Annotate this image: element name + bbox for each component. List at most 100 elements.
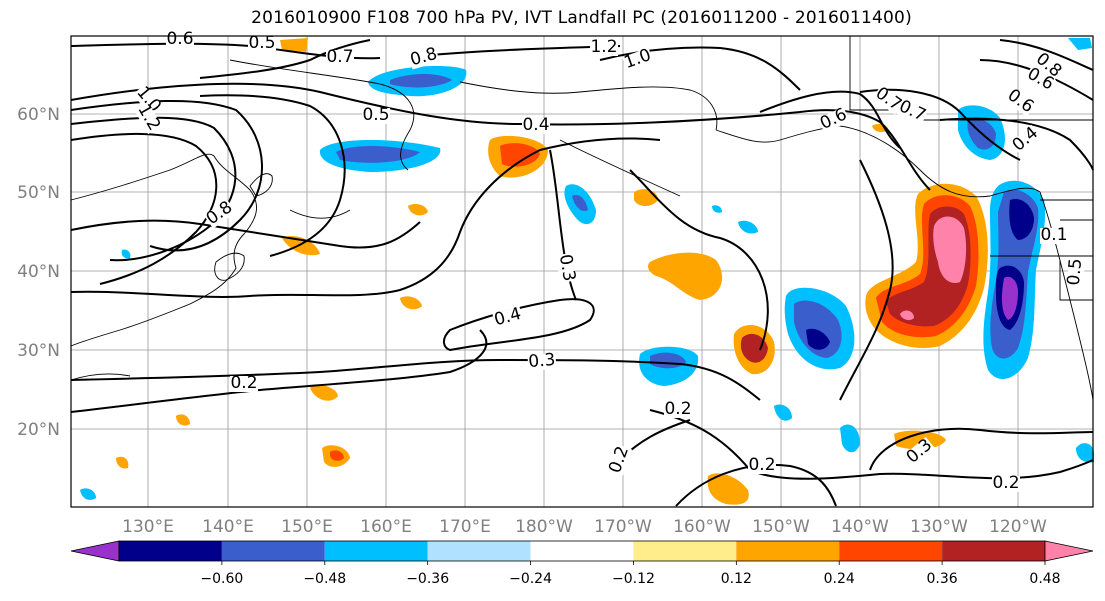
contour-line <box>199 39 371 79</box>
contour-line <box>675 464 837 507</box>
contour-line <box>443 298 595 352</box>
coastline <box>715 125 841 143</box>
colorbar-tick-label: 0.12 <box>721 571 752 587</box>
coastline <box>249 173 273 197</box>
contour-label-bg <box>622 47 654 73</box>
contour-label: 0.5 <box>1064 258 1086 287</box>
colorbar-extend-high <box>1044 540 1094 562</box>
contour-label-bg <box>134 101 162 135</box>
shade-negative <box>572 194 588 212</box>
contour-label-bg <box>895 98 929 126</box>
lat-label: 20°N <box>17 420 60 440</box>
contour-label: 0.3 <box>528 350 557 372</box>
lon-label: 150°W <box>752 517 810 537</box>
shade-negative <box>1068 38 1092 50</box>
colorbar-segment <box>530 541 634 561</box>
shade-positive <box>648 252 723 300</box>
contour-label-bg <box>992 476 1020 492</box>
shade-negative <box>1009 198 1034 240</box>
shade-positive <box>900 310 914 321</box>
shade-negative <box>840 424 860 453</box>
coastline <box>289 209 351 219</box>
contour-label-bg <box>748 458 776 474</box>
shade-positive <box>933 216 967 284</box>
colorbar-tick-label: −0.60 <box>200 571 243 587</box>
shade-negative <box>390 74 452 88</box>
colorbar-segment <box>119 541 222 561</box>
colorbar-segment <box>633 541 737 561</box>
contour-label: 0.5 <box>362 105 389 125</box>
contour-line <box>70 219 421 249</box>
shade-positive <box>116 456 129 469</box>
lon-label: 120°W <box>989 517 1047 537</box>
lon-label: 150°E <box>281 517 333 537</box>
colorbar-tick-label: 0.24 <box>824 571 855 587</box>
contour-label: 0.6 <box>166 29 193 49</box>
colorbar-tick-label: 0.36 <box>927 571 958 587</box>
lon-label: 180°W <box>515 517 573 537</box>
contour-label-bg <box>522 118 550 134</box>
map-title: 2016010900 F108 700 hPa PV, IVT Landfall… <box>251 8 912 28</box>
shade-positive <box>282 235 320 256</box>
colorbar-tick-label: −0.12 <box>612 571 655 587</box>
contour-label-bg <box>527 352 557 372</box>
contour-label-bg <box>555 252 577 284</box>
shade-negative <box>774 404 792 421</box>
lat-label: 50°N <box>17 183 60 203</box>
contour-line <box>999 39 1094 71</box>
map-panel: 0.6 0.50.7 0.8 1.2 1.00.80.71.01.2 0.5 0.4 0.6 0… <box>70 29 1094 508</box>
contour-line <box>759 90 901 149</box>
shade-positive <box>400 296 422 310</box>
contour-label-bg <box>132 84 164 116</box>
shade-positive <box>707 473 749 505</box>
coastlines <box>70 36 1094 401</box>
coastline <box>559 139 681 197</box>
colorbar-segment <box>736 541 840 561</box>
contour-label-bg <box>492 306 524 330</box>
latitude-labels: 60°N 50°N 40°N 30°N 20°N <box>17 105 60 440</box>
contour-line <box>869 427 1094 471</box>
contour-label-bg <box>1003 87 1037 117</box>
shade-positive <box>310 385 338 401</box>
map-frame <box>70 35 1094 508</box>
shade-positive <box>740 333 768 363</box>
contour-label-bg <box>326 50 354 66</box>
lon-label: 140°W <box>831 517 889 537</box>
contour-label-bg <box>362 108 390 124</box>
contour-line <box>70 82 801 126</box>
colorbar-segment <box>221 541 325 561</box>
colorbar-segment <box>324 541 428 561</box>
contour-label: 1.2 <box>590 37 617 57</box>
contour-label: 0.2 <box>230 373 257 393</box>
contour-label: 0.2 <box>664 399 691 419</box>
contour-label: 0.7 <box>326 47 353 67</box>
lat-label: 40°N <box>17 262 60 282</box>
lon-label: 160°W <box>673 517 731 537</box>
contour-label-bg <box>904 436 936 468</box>
contour-label-bg <box>1040 228 1068 244</box>
colorbar-segment <box>427 541 531 561</box>
contour-line <box>799 109 931 191</box>
shade-negative <box>1076 443 1094 463</box>
contour-label-bg <box>1010 124 1042 156</box>
coastline <box>214 252 245 281</box>
contour-label-bg <box>607 444 633 476</box>
shade-negative <box>794 300 842 358</box>
pv-contours <box>70 39 1094 507</box>
colorbar-tick-label: 0.48 <box>1029 571 1060 587</box>
contour-line <box>199 94 346 257</box>
colorbar-extend-low <box>70 540 120 562</box>
contour-label-bg <box>408 46 440 70</box>
contour-label-bg <box>203 199 237 229</box>
contour-label-bg <box>1023 66 1057 94</box>
shade-negative <box>806 328 830 350</box>
lat-label: 30°N <box>17 341 60 361</box>
contour-label: 0.1 <box>1040 225 1067 245</box>
contour-label-bg <box>1066 257 1086 287</box>
lon-label: 130°E <box>122 517 174 537</box>
contour-label: 0.2 <box>992 473 1019 493</box>
coastline <box>229 59 415 171</box>
lon-label: 160°E <box>360 517 412 537</box>
contour-label: 0.5 <box>248 33 275 53</box>
shade-negative <box>712 205 722 213</box>
